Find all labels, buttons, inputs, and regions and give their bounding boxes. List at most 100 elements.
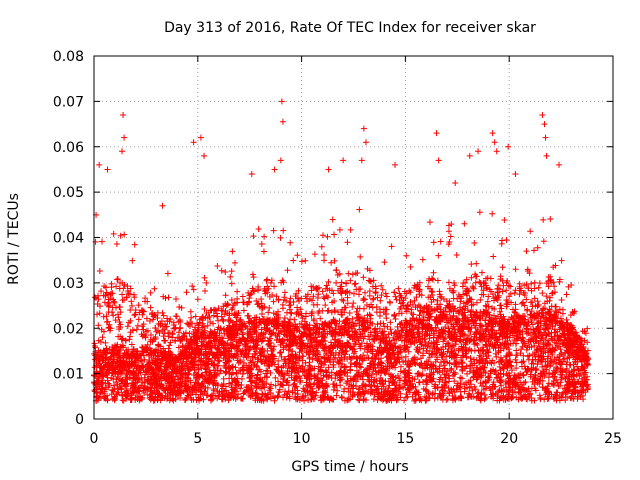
data-point: [531, 247, 538, 254]
data-point: [338, 296, 345, 303]
data-point: [96, 310, 103, 317]
data-point: [512, 287, 519, 294]
data-point: [96, 267, 103, 274]
data-point: [108, 290, 115, 297]
data-point: [188, 314, 195, 321]
data-point: [131, 241, 138, 248]
data-point: [201, 287, 208, 294]
data-point: [562, 397, 569, 404]
data-point: [471, 239, 478, 246]
data-point: [440, 362, 447, 369]
data-point: [358, 364, 365, 371]
data-point: [371, 391, 378, 398]
data-point: [322, 302, 329, 309]
data-point: [309, 309, 316, 316]
data-point: [506, 334, 513, 341]
data-point: [265, 309, 272, 316]
data-point: [360, 274, 367, 281]
data-point: [187, 308, 194, 315]
data-point: [523, 248, 530, 255]
data-point: [457, 336, 464, 343]
data-point: [287, 295, 294, 302]
data-point: [128, 298, 135, 305]
data-point: [110, 312, 117, 319]
data-point: [321, 251, 328, 258]
data-point: [290, 257, 297, 264]
data-point: [343, 280, 350, 287]
data-point: [94, 311, 101, 318]
data-point: [266, 305, 273, 312]
data-point: [345, 270, 352, 277]
data-point: [443, 396, 450, 403]
data-point: [444, 396, 451, 403]
data-point: [490, 253, 497, 260]
data-point: [381, 259, 388, 266]
data-point: [119, 291, 126, 298]
data-point: [192, 313, 199, 320]
data-point: [557, 346, 564, 353]
data-point: [351, 281, 358, 288]
data-point: [162, 323, 169, 330]
data-point: [337, 376, 344, 383]
data-point: [105, 303, 112, 310]
data-point: [558, 296, 565, 303]
data-point: [493, 353, 500, 360]
data-point: [551, 283, 558, 290]
data-point: [302, 257, 309, 264]
data-point: [140, 308, 147, 315]
data-point: [492, 350, 499, 357]
data-point: [430, 269, 437, 276]
data-point: [172, 295, 179, 302]
data-point: [372, 365, 379, 372]
data-point: [100, 313, 107, 320]
data-point: [190, 286, 197, 293]
data-point: [468, 274, 475, 281]
data-point: [512, 266, 519, 273]
data-point: [260, 248, 267, 255]
data-point: [237, 385, 244, 392]
data-point: [501, 216, 508, 223]
data-point: [516, 280, 523, 287]
data-point: [139, 333, 146, 340]
data-point: [350, 300, 357, 307]
data-point: [261, 233, 268, 240]
data-point: [360, 295, 367, 302]
data-point: [361, 346, 368, 353]
data-point: [166, 342, 173, 349]
data-point: [284, 267, 291, 274]
data-point: [287, 239, 294, 246]
data-point: [219, 316, 226, 323]
data-point: [527, 228, 534, 235]
data-point: [319, 288, 326, 295]
data-point: [210, 320, 217, 327]
data-point: [318, 243, 325, 250]
data-point: [388, 243, 395, 250]
data-point: [277, 349, 284, 356]
data-point: [184, 320, 191, 327]
data-point: [240, 367, 247, 374]
data-point: [239, 331, 246, 338]
data-point: [536, 392, 543, 399]
data-point: [343, 288, 350, 295]
data-point: [126, 333, 133, 340]
data-point: [498, 305, 505, 312]
data-point: [206, 313, 213, 320]
data-point: [234, 288, 241, 295]
data-point: [438, 294, 445, 301]
data-point: [531, 279, 538, 286]
data-point: [476, 278, 483, 285]
data-point: [437, 359, 444, 366]
data-point: [378, 282, 385, 289]
data-point: [435, 252, 442, 259]
data-point: [228, 268, 235, 275]
data-point: [113, 241, 120, 248]
data-point: [348, 360, 355, 367]
data-point: [102, 339, 109, 346]
data-point: [378, 292, 385, 299]
data-point: [512, 356, 519, 363]
data-point: [189, 283, 196, 290]
data-point: [539, 290, 546, 297]
scatter-points: [91, 98, 592, 404]
data-point: [170, 319, 177, 326]
data-point: [379, 286, 386, 293]
